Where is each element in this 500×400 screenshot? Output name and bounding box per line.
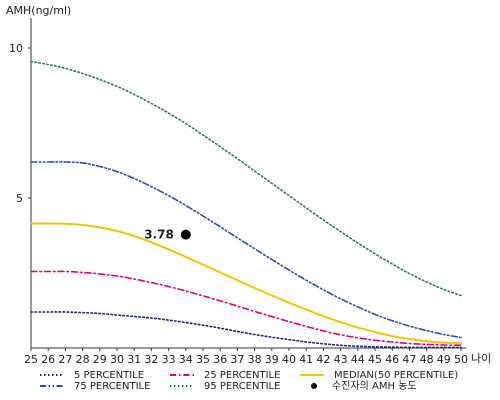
y-tick-label: 5 — [16, 192, 23, 205]
legend-label: 95 PERCENTILE — [204, 381, 280, 392]
series-line — [30, 222, 462, 345]
x-tick-label: 34 — [179, 353, 193, 366]
x-tick-label: 28 — [76, 353, 90, 366]
series-line — [30, 60, 462, 297]
legend-label: 75 PERCENTILE — [74, 381, 150, 392]
x-tick-label: 50 — [454, 353, 468, 366]
x-tick-label: 27 — [58, 353, 72, 366]
x-tick-label: 26 — [41, 353, 55, 366]
x-tick-label: 45 — [368, 353, 382, 366]
ticks: 25 26 27 28 29 30 31 32 33 34 35 36 37 38 39 40 41 42 43 44… — [9, 42, 468, 366]
x-tick-label: 40 — [282, 353, 296, 366]
y-tick-label: 10 — [9, 42, 23, 55]
x-tick-label: 36 — [213, 353, 227, 366]
data-points: 3.78 — [144, 228, 191, 242]
x-tick-label: 42 — [316, 353, 330, 366]
x-tick-label: 47 — [402, 353, 416, 366]
x-tick-label: 37 — [230, 353, 244, 366]
x-tick-label: 30 — [110, 353, 124, 366]
x-tick-label: 35 — [196, 353, 210, 366]
x-tick-label: 25 — [24, 353, 38, 366]
series-lines — [30, 60, 462, 349]
x-tick-label: 38 — [248, 353, 262, 366]
legend-label: 25 PERCENTILE — [204, 370, 280, 381]
legend-label: 수진자의 AMH 농도 — [332, 380, 417, 392]
x-tick-label: 49 — [437, 353, 451, 366]
x-tick-label: 43 — [334, 353, 348, 366]
legend-label: MEDIAN(50 PERCENTILE) — [334, 370, 458, 381]
x-tick-label: 41 — [299, 353, 313, 366]
x-tick-label: 33 — [162, 353, 176, 366]
legend-label: 5 PERCENTILE — [74, 370, 144, 381]
x-axis-title: 나이 — [471, 352, 491, 365]
patient-amh-value-label: 3.78 — [144, 228, 174, 242]
series-line — [30, 270, 462, 347]
x-tick-label: 31 — [127, 353, 141, 366]
patient-amh-point — [180, 229, 191, 240]
legend-point-marker — [311, 383, 317, 389]
x-tick-label: 32 — [144, 353, 158, 366]
legend: 5 PERCENTILE 25 PERCENTILE MEDIAN(50 PERCE… — [40, 370, 458, 392]
series-line — [30, 161, 462, 339]
x-tick-label: 29 — [93, 353, 107, 366]
x-tick-label: 39 — [265, 353, 279, 366]
x-tick-label: 44 — [351, 353, 365, 366]
x-tick-label: 48 — [420, 353, 434, 366]
axes: AMH(ng/ml) 나이 — [6, 4, 491, 365]
x-tick-label: 46 — [385, 353, 399, 366]
series-line — [30, 311, 462, 349]
y-axis-title: AMH(ng/ml) — [6, 4, 71, 17]
